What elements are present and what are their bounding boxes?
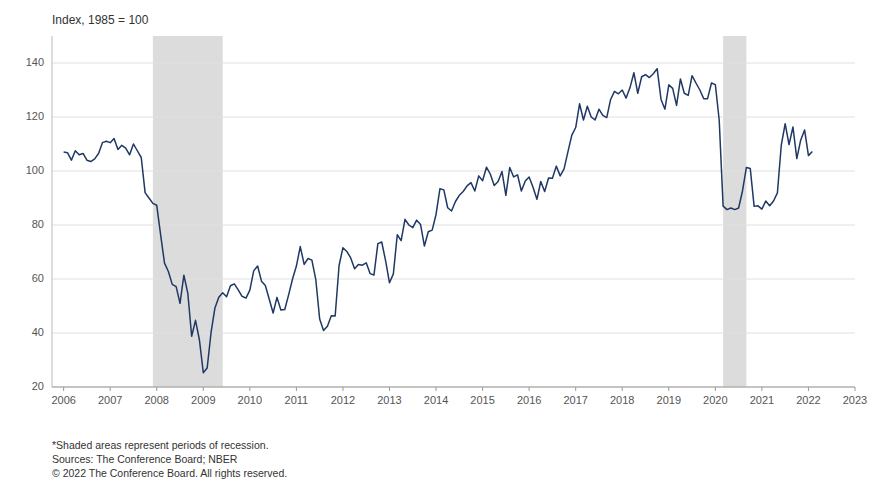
x-tick-label: 2022 [796,394,820,406]
x-tick-label: 2009 [191,394,215,406]
x-tick-label: 2018 [610,394,634,406]
x-axis-line [52,387,855,388]
x-tick-label: 2020 [703,394,727,406]
y-axis: 20 40 60 80 100 120 140 [26,36,855,392]
recession-band [723,36,746,387]
x-tick [808,387,809,391]
x-tick [63,387,64,391]
chart: 20 40 60 80 100 120 140 2006 2007 2008 2009 2010 201… [0,0,877,487]
x-tick-label: 2015 [470,394,494,406]
grid-line [52,333,855,334]
recession-band [153,36,223,387]
y-tick-label: 100 [26,164,44,176]
recession-shading [153,36,747,387]
footnote-line: © 2022 The Conference Board. All rights … [52,467,287,479]
y-tick-label: 40 [32,326,44,338]
title: Index, 1985 = 100 [52,13,149,27]
x-tick [203,387,204,391]
grid-line [52,279,855,280]
x-tick [668,387,669,391]
x-tick [156,387,157,391]
grid-line [52,117,855,118]
footnote-line: *Shaded areas represent periods of reces… [52,439,269,451]
series [64,69,813,373]
x-tick [622,387,623,391]
y-tick-label: 80 [32,218,44,230]
x-tick-label: 2019 [657,394,681,406]
x-tick-label: 2014 [424,394,448,406]
x-tick [715,387,716,391]
x-tick [342,387,343,391]
index-line [64,69,813,373]
x-tick-label: 2011 [285,394,309,406]
x-tick-label: 2021 [750,394,774,406]
x-tick [249,387,250,391]
x-tick-label: 2013 [377,394,401,406]
x-tick [436,387,437,391]
y-tick-label: 140 [26,56,44,68]
x-axis: 2006 2007 2008 2009 2010 2011 2012 2013 2014 2015… [51,387,867,406]
x-tick [761,387,762,391]
x-tick [529,387,530,391]
x-tick-label: 2008 [144,394,168,406]
x-tick-label: 2023 [843,394,867,406]
x-tick-label: 2016 [517,394,541,406]
y-tick-label: 60 [32,272,44,284]
x-tick [575,387,576,391]
x-tick-label: 2017 [563,394,587,406]
y-tick-label: 120 [26,110,44,122]
x-tick [855,387,856,391]
grid-line [52,387,855,388]
footnote-line: Sources: The Conference Board; NBER [52,453,238,465]
x-tick-label: 2012 [331,394,355,406]
grid-line [52,225,855,226]
x-tick [110,387,111,391]
grid-line [52,63,855,64]
x-tick-label: 2006 [51,394,75,406]
y-tick-label: 20 [32,380,44,392]
y-axis-line [52,36,53,387]
x-tick-label: 2010 [238,394,262,406]
grid-line [52,171,855,172]
footnote: *Shaded areas represent periods of reces… [52,439,287,479]
x-tick [296,387,297,391]
x-tick [389,387,390,391]
x-tick [482,387,483,391]
x-tick-label: 2007 [98,394,122,406]
